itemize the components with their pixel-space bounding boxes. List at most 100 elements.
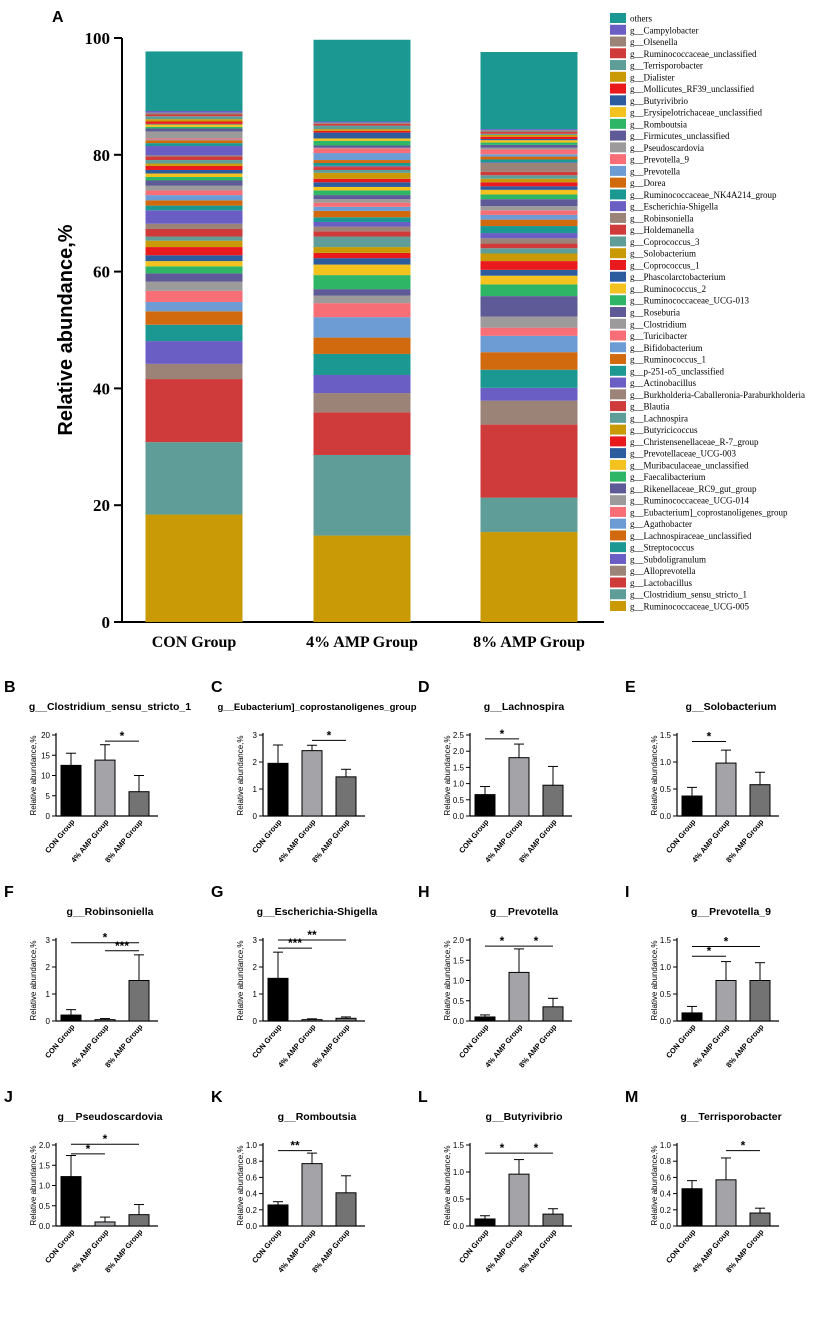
bar [508,1173,530,1227]
x-category-label: CON Group [250,1022,284,1060]
bar [94,1221,116,1227]
stack-segment [480,532,578,622]
bar [715,762,737,817]
legend-swatch [610,459,626,470]
panel-letter-d: D [418,679,430,696]
stack-segment [480,316,578,328]
legend-label: g__Eubacterium]_coprostanoligenes_group [630,507,788,517]
y-tick-label: 10 [41,772,50,781]
legend-label: g__Dorea [630,178,666,188]
stack-segment [480,175,578,179]
legend-swatch [610,307,626,317]
stack-segment [145,112,243,115]
stack-segment [480,424,578,498]
legend-swatch [610,483,626,494]
stack-segment [480,335,578,353]
legend-swatch [610,389,626,400]
stack-segment [480,130,578,133]
stack-segment [313,236,411,248]
y-tick-label: 1 [253,785,258,794]
stack-segment [313,190,411,196]
legend-swatch [610,236,626,247]
stack-segment [480,178,578,183]
stack-segment [480,275,578,285]
y-tick-label: 0.5 [660,990,672,999]
stack-segment [145,126,243,129]
stack-segment [480,233,578,239]
panel-g-bar-chart: Gg__Escherichia-Shigella 0 1 2 3 Relative abu… [211,884,378,1069]
panel-title: g__Robinsoniella [67,906,154,918]
legend-label: g__Ruminococcus_2 [630,284,706,294]
y-tick-label: 0.5 [660,785,672,794]
stack-segment [145,266,243,274]
stack-segment [313,160,411,163]
stack-segment [145,311,243,325]
stack-segment [313,303,411,318]
y-tick-label: 0 [102,613,111,632]
panel-title: g__Prevotella_9 [691,906,771,918]
y-tick-label: 40 [93,379,110,398]
legend-label: g__Actinobacillus [630,378,696,388]
bar [267,1204,289,1227]
panel-title: g__Eubacterium]_coprostanoligenes_group [217,702,416,713]
legend-swatch [610,13,626,23]
y-tick-label: 3 [46,936,51,945]
y-axis-label: Relative abundance,% [443,1145,452,1225]
bar [749,980,771,1022]
stack-segment [313,252,411,259]
panel-letter-j: J [4,1089,13,1106]
stack-segment [313,186,411,191]
significance-label: * [741,1139,746,1153]
y-tick-label: 0.0 [453,1017,465,1026]
bar [749,1212,771,1227]
legend-swatch [610,565,626,576]
y-tick-label: 80 [93,146,110,165]
bar [508,971,530,1022]
y-tick-label: 0.0 [246,1222,258,1231]
stack-segment [313,295,411,304]
stack-segment [145,324,243,342]
stack-segment [145,261,243,267]
stack-segment [313,182,411,187]
legend-swatch [610,83,626,94]
stack-segment [145,143,243,147]
stack-segment [480,149,578,155]
stack-segment [313,353,411,375]
stack-segment [313,39,411,122]
stack-segment [480,400,578,425]
legend-swatch [610,259,626,270]
y-tick-label: 1.5 [660,936,672,945]
y-tick-label: 1.0 [660,758,672,767]
y-tick-label: 2.0 [453,747,465,756]
stack-segment [480,171,578,176]
legend-label: g__Robinsoniella [630,213,694,223]
y-tick-label: 0.0 [660,1017,672,1026]
stack-segment [145,160,243,164]
y-tick-label: 2.0 [453,936,465,945]
y-tick-label: 0.5 [39,1202,51,1211]
y-tick-label: 1.5 [453,763,465,772]
y-tick-label: 1.0 [39,1182,51,1191]
y-tick-label: 2.5 [453,731,465,740]
stack-segment [313,337,411,354]
stack-segment [145,116,243,120]
bar [715,980,737,1022]
y-tick-label: 2 [253,758,258,767]
panel-letter-c: C [211,679,223,696]
stack-segment [313,454,411,536]
y-tick-label: 0.0 [453,1222,465,1231]
stack-segment [145,155,243,157]
y-tick-label: 0.6 [660,1173,672,1182]
legend-swatch [610,601,626,611]
bar [681,795,703,817]
legend-swatch [610,401,626,412]
legend-swatch [610,177,626,188]
significance-label: *** [288,936,302,950]
y-tick-label: 0 [46,812,51,821]
legend-label: g__Coprococcus_3 [630,237,700,247]
stack-segment [313,129,411,131]
legend-swatch [610,424,626,435]
y-tick-label: 0.0 [660,812,672,821]
legend-label: g__Subdoligranulum [630,554,706,564]
